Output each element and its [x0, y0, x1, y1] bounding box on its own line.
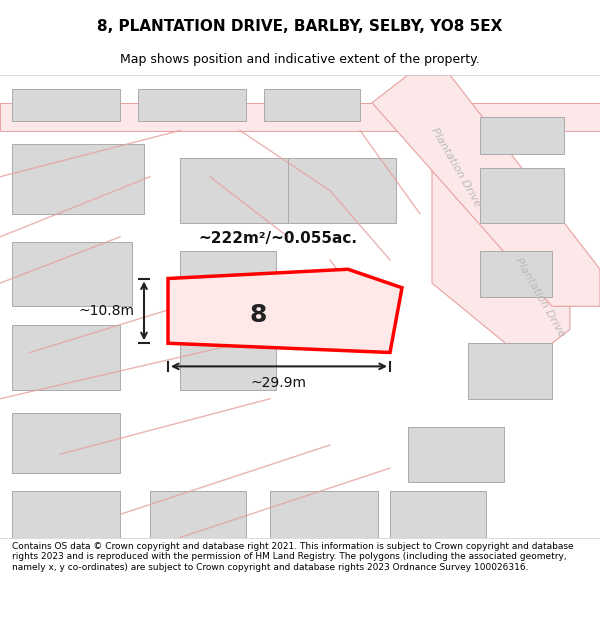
Polygon shape: [480, 117, 564, 154]
Text: Plantation Drive: Plantation Drive: [429, 126, 483, 209]
Polygon shape: [288, 158, 396, 223]
Polygon shape: [12, 241, 132, 306]
Text: Contains OS data © Crown copyright and database right 2021. This information is : Contains OS data © Crown copyright and d…: [12, 542, 574, 572]
Polygon shape: [168, 269, 402, 352]
Polygon shape: [372, 75, 600, 306]
Polygon shape: [270, 491, 378, 538]
Polygon shape: [180, 158, 288, 223]
Text: 8, PLANTATION DRIVE, BARLBY, SELBY, YO8 5EX: 8, PLANTATION DRIVE, BARLBY, SELBY, YO8 …: [97, 19, 503, 34]
Polygon shape: [468, 343, 552, 399]
Polygon shape: [432, 75, 570, 362]
Polygon shape: [180, 334, 276, 389]
Polygon shape: [480, 251, 552, 297]
Text: ~222m²/~0.055ac.: ~222m²/~0.055ac.: [198, 231, 357, 246]
Text: 8: 8: [250, 304, 266, 328]
Polygon shape: [0, 102, 600, 131]
Polygon shape: [150, 491, 246, 538]
Polygon shape: [12, 89, 120, 121]
Polygon shape: [138, 89, 246, 121]
Polygon shape: [12, 491, 120, 538]
Text: Map shows position and indicative extent of the property.: Map shows position and indicative extent…: [120, 52, 480, 66]
Polygon shape: [12, 325, 120, 389]
Polygon shape: [12, 412, 120, 472]
Polygon shape: [12, 144, 144, 214]
Text: ~29.9m: ~29.9m: [251, 376, 307, 389]
Polygon shape: [390, 491, 486, 538]
Polygon shape: [480, 168, 564, 223]
Text: Plantation Drive: Plantation Drive: [513, 256, 567, 338]
Polygon shape: [408, 426, 504, 482]
Polygon shape: [264, 89, 360, 121]
Text: ~10.8m: ~10.8m: [79, 304, 135, 318]
Polygon shape: [180, 251, 276, 306]
